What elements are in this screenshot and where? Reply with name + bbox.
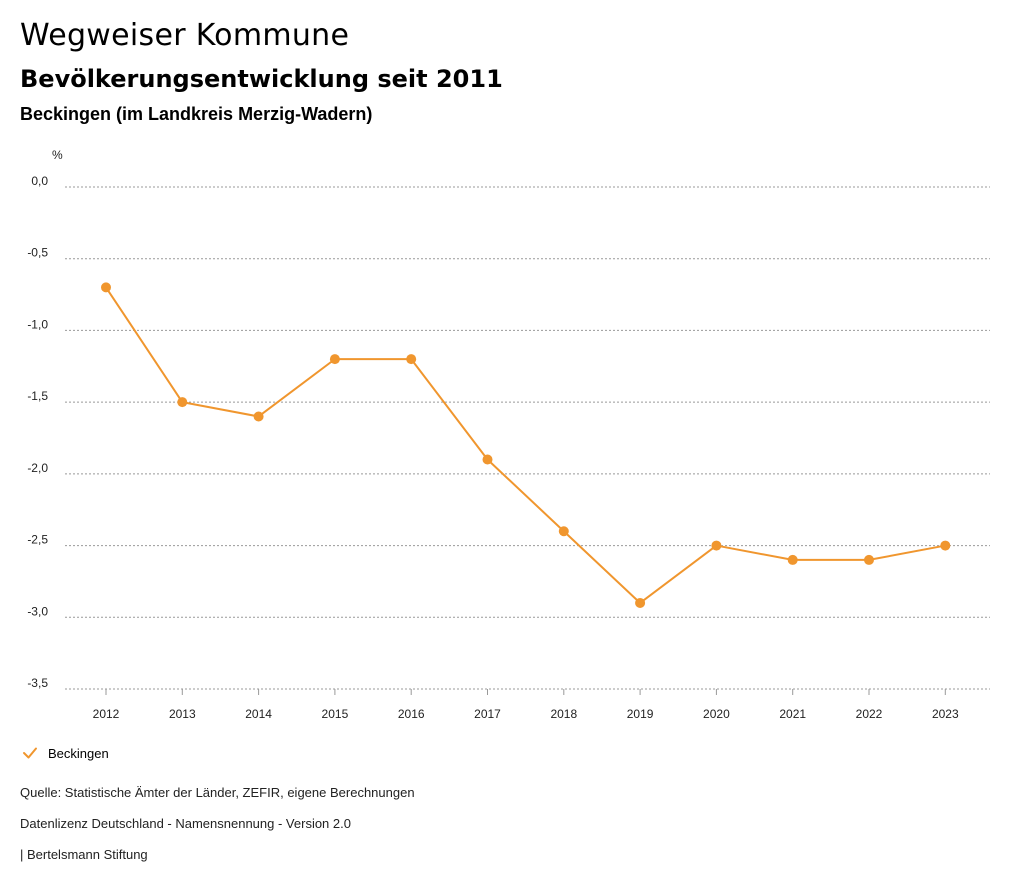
x-tick-label: 2018 xyxy=(550,707,577,721)
y-tick-label: -1,5 xyxy=(27,389,48,403)
legend-label: Beckingen xyxy=(48,745,109,761)
data-point[interactable] xyxy=(940,540,951,551)
x-tick-label: 2014 xyxy=(245,707,272,721)
data-points xyxy=(101,282,951,608)
y-tick-label: 0,0 xyxy=(31,174,48,188)
data-point[interactable] xyxy=(253,411,264,422)
y-tick-label: -3,5 xyxy=(27,676,48,690)
grid-lines xyxy=(65,186,990,690)
line-chart: % 0,0-0,5-1,0-1,5-2,0-2,5-3,0-3,5 2012 20… xyxy=(27,148,990,721)
x-tick-label: 2017 xyxy=(474,707,501,721)
x-tick-label: 2022 xyxy=(856,707,883,721)
source-note: Quelle: Statistische Ämter der Länder, Z… xyxy=(20,785,415,800)
x-tick-label: 2015 xyxy=(322,707,349,721)
y-tick-label: -3,0 xyxy=(27,604,48,618)
data-point[interactable] xyxy=(787,554,798,565)
y-tick-label: -2,5 xyxy=(27,533,48,547)
y-unit-label: % xyxy=(52,148,63,162)
y-tick-label: -1,0 xyxy=(27,317,48,331)
x-tick-label: 2012 xyxy=(93,707,120,721)
x-tick-label: 2019 xyxy=(627,707,654,721)
region-label: Beckingen (im Landkreis Merzig-Wadern) xyxy=(20,104,373,124)
legend[interactable]: Beckingen xyxy=(22,745,109,761)
data-point[interactable] xyxy=(635,597,646,608)
chart-subtitle: Bevölkerungsentwicklung seit 2011 xyxy=(20,65,503,93)
license-note: Datenlizenz Deutschland - Namensnennung … xyxy=(20,816,351,831)
x-tick-label: 2020 xyxy=(703,707,730,721)
checkmark-icon xyxy=(23,747,37,759)
data-point[interactable] xyxy=(329,354,340,365)
data-point[interactable] xyxy=(406,354,417,365)
x-tick-label: 2013 xyxy=(169,707,196,721)
data-point[interactable] xyxy=(711,540,722,551)
y-tick-labels: 0,0 -0,5 -1,0 -1,5 -2,0 -2,5 -3,0 -3,5 xyxy=(27,174,48,690)
page-title: Wegweiser Kommune xyxy=(20,18,350,53)
data-point[interactable] xyxy=(177,397,188,408)
data-point[interactable] xyxy=(864,554,874,565)
x-tick-label: 2021 xyxy=(779,707,806,721)
y-tick-label: -0,5 xyxy=(27,246,48,260)
data-point[interactable] xyxy=(558,526,569,537)
series-lines xyxy=(105,286,946,604)
y-tick-label: -2,0 xyxy=(27,461,48,475)
data-point[interactable] xyxy=(482,454,493,465)
publisher-note: | Bertelsmann Stiftung xyxy=(20,847,148,862)
data-point[interactable] xyxy=(101,282,111,293)
x-tick-label: 2016 xyxy=(398,707,425,721)
x-tick-label: 2023 xyxy=(932,707,959,721)
series-line xyxy=(105,286,946,604)
x-tick-labels: 2012 2013 2014 2015 2016 2017 2018 2019 2020 2021… xyxy=(93,689,959,721)
